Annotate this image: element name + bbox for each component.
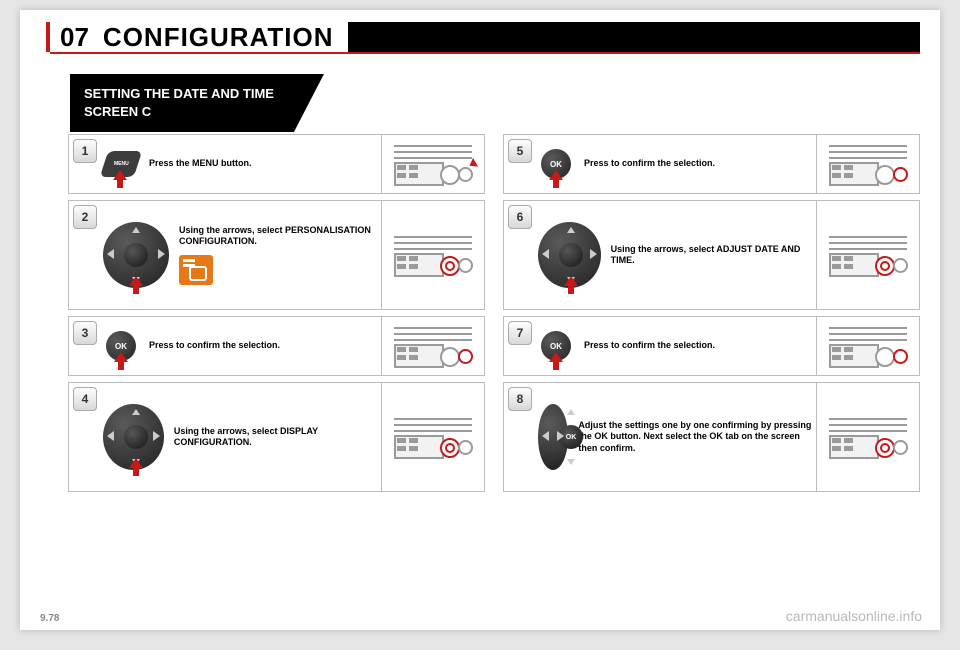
- step-text: Press to confirm the selection.: [149, 340, 280, 351]
- step-number: 8: [508, 387, 532, 411]
- dpad-icon: [103, 222, 169, 288]
- press-arrow-icon: [549, 352, 563, 370]
- header-label-box: 07 CONFIGURATION: [50, 22, 348, 52]
- ok-button-icon: OK: [538, 328, 574, 364]
- steps-grid: 1 MENU Press the MENU button. 2: [20, 134, 940, 492]
- step-number: 4: [73, 387, 97, 411]
- step-4: 4 Using the arrows, select DISPLAY CONFI…: [68, 382, 485, 492]
- header-underline: [50, 52, 920, 54]
- press-arrow-icon: [114, 352, 128, 370]
- step-2: 2 Using the arrows, select PERSONALISATI…: [68, 200, 485, 310]
- step-text: Press to confirm the selection.: [584, 158, 715, 169]
- section-title: CONFIGURATION: [103, 22, 334, 53]
- radio-diagram: [827, 325, 909, 367]
- steps-col-left: 1 MENU Press the MENU button. 2: [68, 134, 485, 492]
- step-6: 6 Using the arrows, select ADJUST DATE A…: [503, 200, 920, 310]
- step-text: Press the MENU button.: [149, 158, 252, 169]
- step-8: 8 OK Adjust the settings one by one conf…: [503, 382, 920, 492]
- step-number: 5: [508, 139, 532, 163]
- step-1: 1 MENU Press the MENU button.: [68, 134, 485, 194]
- manual-page: 07 CONFIGURATION SETTING THE DATE AND TI…: [20, 10, 940, 630]
- dpad-ok-icon: OK: [538, 404, 568, 470]
- dpad-icon: [538, 222, 601, 288]
- press-arrow-icon: [129, 458, 143, 476]
- watermark: carmanualsonline.info: [786, 608, 922, 624]
- radio-diagram: [827, 143, 909, 185]
- step-3: 3 OK Press to confirm the selection.: [68, 316, 485, 376]
- radio-diagram: [827, 234, 909, 276]
- radio-diagram: [392, 234, 474, 276]
- config-orange-icon: [179, 255, 213, 285]
- step-number: 3: [73, 321, 97, 345]
- step-number: 7: [508, 321, 532, 345]
- step-number: 1: [73, 139, 97, 163]
- press-arrow-icon: [129, 276, 143, 294]
- page-number: 9.78: [40, 613, 59, 624]
- ok-button-icon: OK: [103, 328, 139, 364]
- step-5: 5 OK Press to confirm the selection.: [503, 134, 920, 194]
- section-number: 07: [60, 22, 89, 53]
- step-number: 6: [508, 205, 532, 229]
- subheader-wrap: SETTING THE DATE AND TIME SCREEN C: [20, 74, 940, 134]
- radio-diagram: [392, 325, 474, 367]
- step-text: Adjust the settings one by one confirmin…: [578, 420, 816, 454]
- step-text: Using the arrows, select DISPLAY CONFIGU…: [174, 426, 381, 449]
- press-arrow-icon: [549, 170, 563, 188]
- step-number: 2: [73, 205, 97, 229]
- radio-diagram: [392, 143, 474, 185]
- step-7: 7 OK Press to confirm the selection.: [503, 316, 920, 376]
- step-text: Using the arrows, select ADJUST DATE AND…: [611, 244, 816, 267]
- ok-button-icon: OK: [538, 146, 574, 182]
- subheader-text: SETTING THE DATE AND TIME SCREEN C: [84, 85, 274, 120]
- step-text: Press to confirm the selection.: [584, 340, 715, 351]
- press-arrow-icon: [113, 170, 127, 188]
- radio-diagram: [827, 416, 909, 458]
- press-arrow-icon: [564, 276, 578, 294]
- radio-diagram: [392, 416, 474, 458]
- step-text: Using the arrows, select PERSONALISATION…: [179, 225, 381, 248]
- page-header: 07 CONFIGURATION: [20, 10, 940, 68]
- menu-button-icon: MENU: [103, 146, 139, 182]
- subheader: SETTING THE DATE AND TIME SCREEN C: [70, 74, 324, 132]
- dpad-icon: [103, 404, 164, 470]
- steps-col-right: 5 OK Press to confirm the selection. 6: [503, 134, 920, 492]
